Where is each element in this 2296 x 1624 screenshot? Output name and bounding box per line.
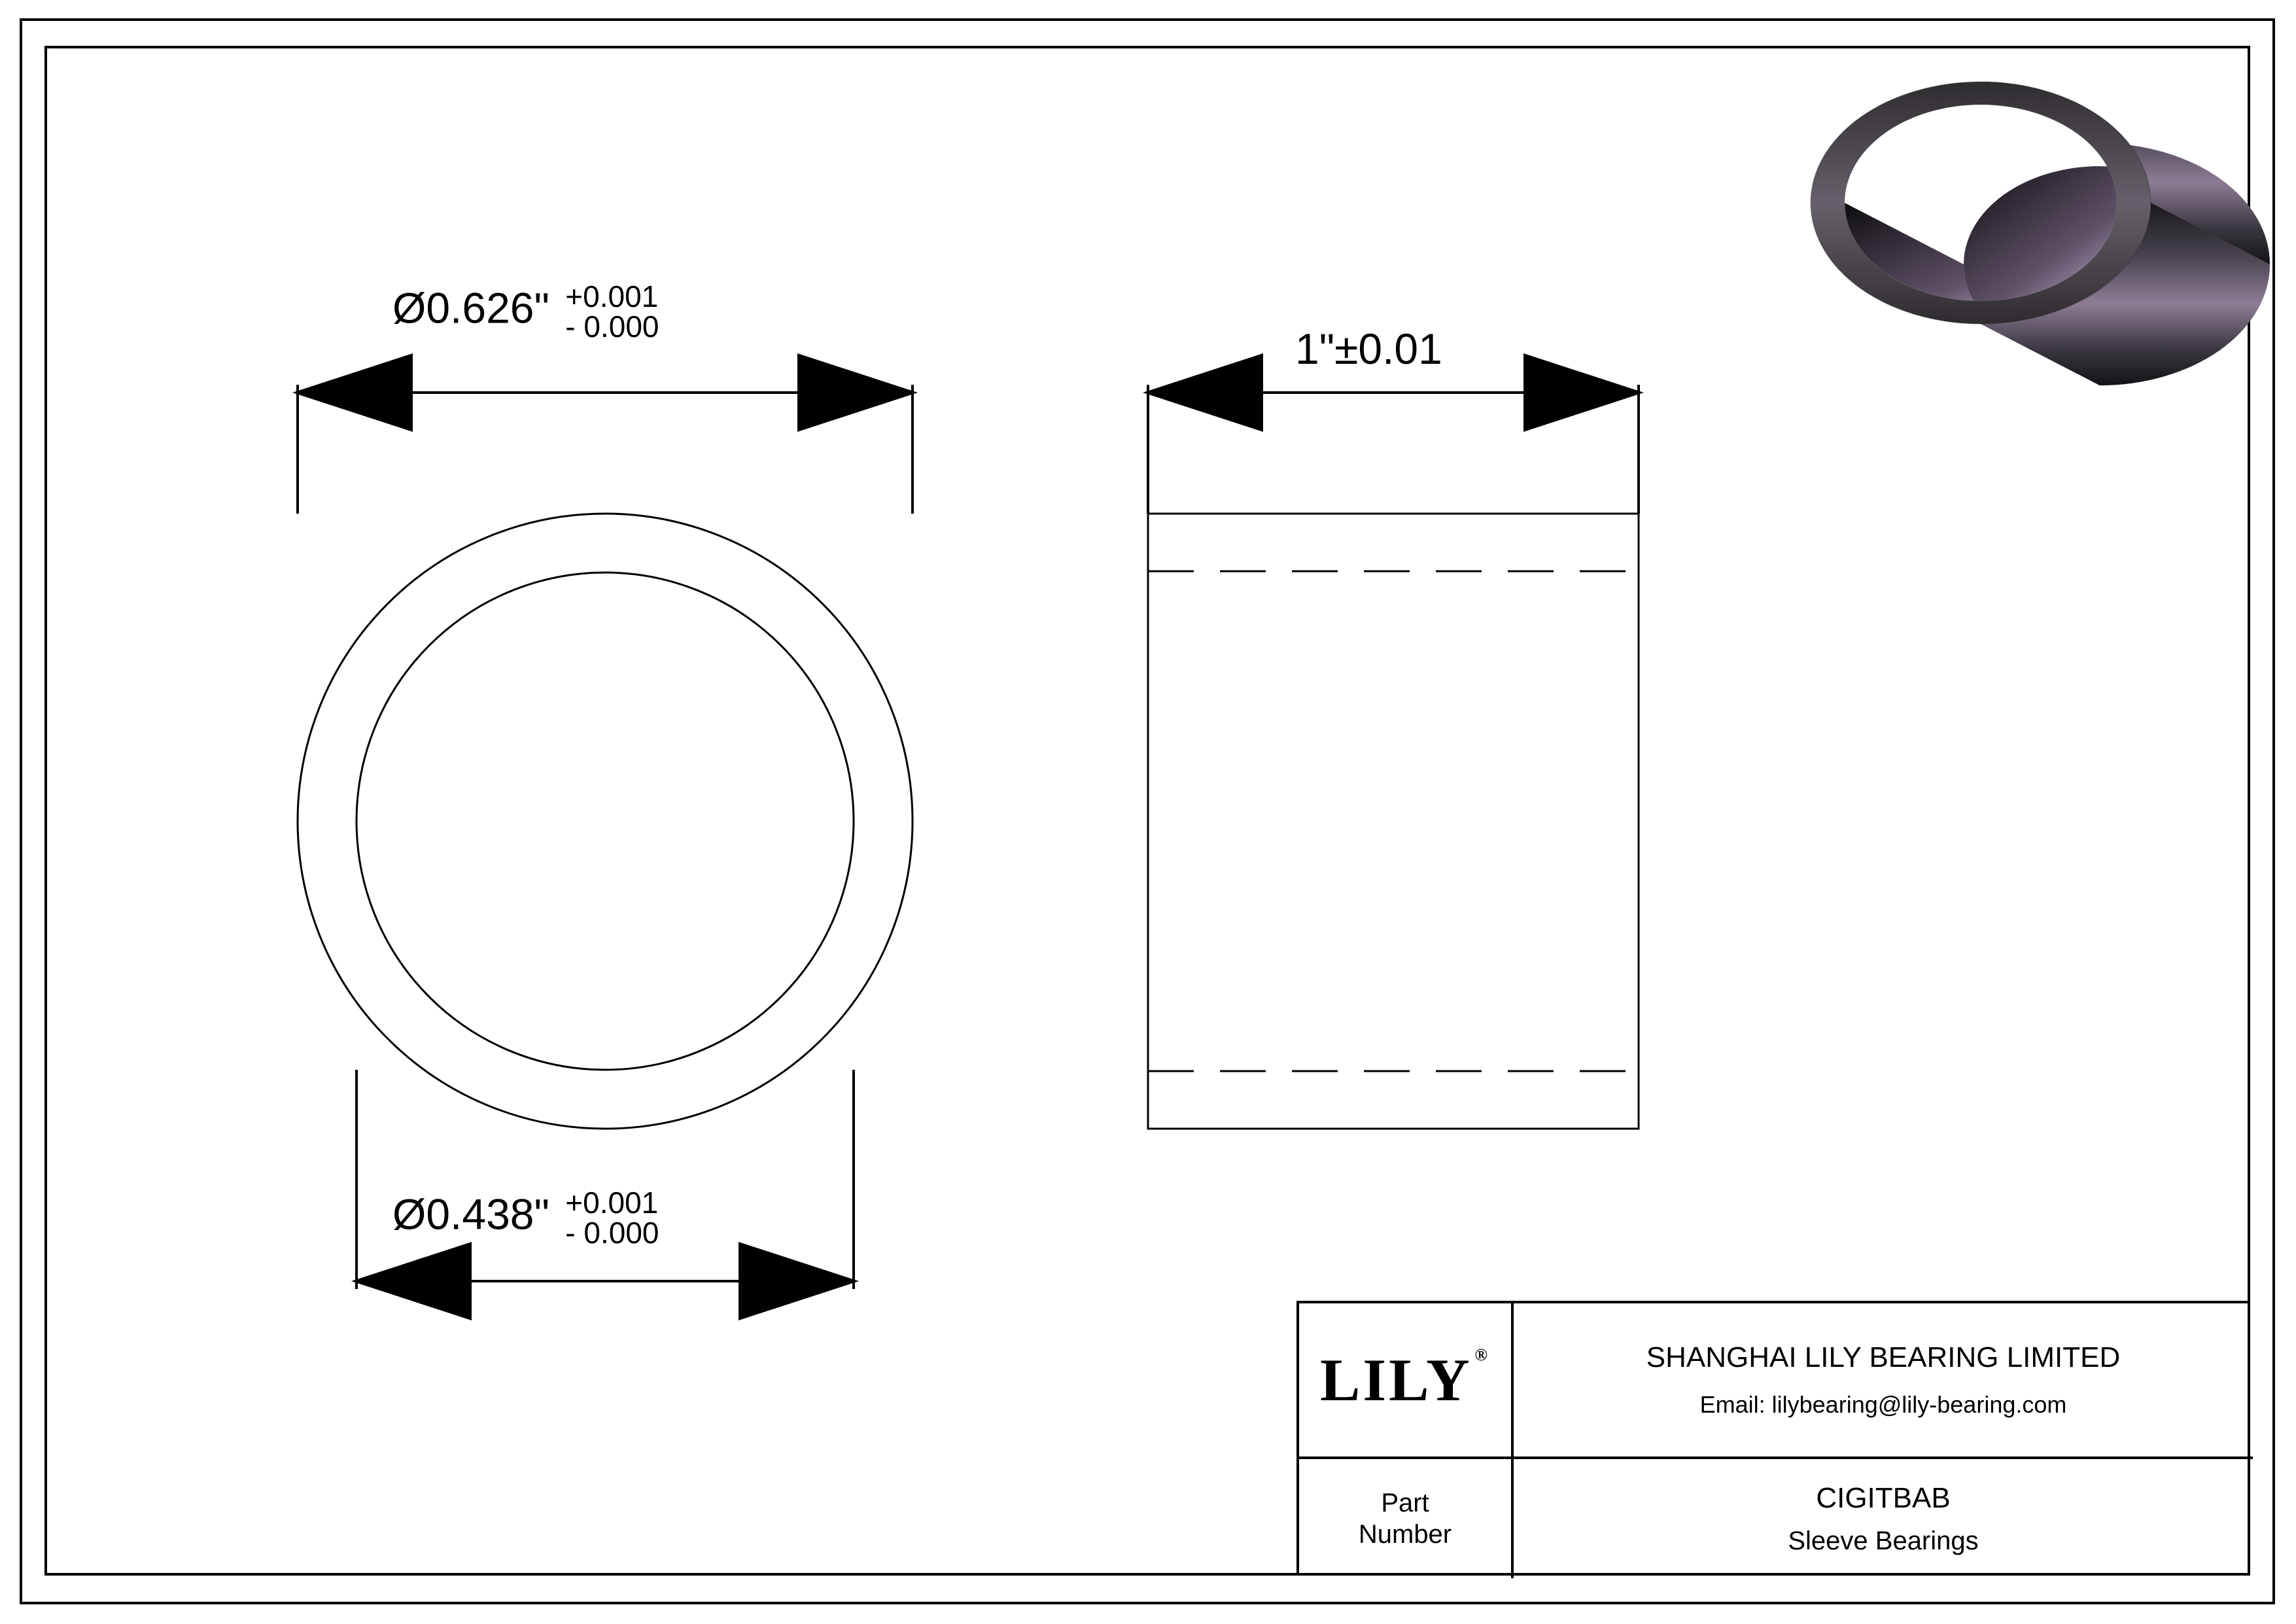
outer-dia-tol-upper: +0.001 [565, 281, 659, 311]
company-email: Email: lilybearing@lily-bearing.com [1700, 1391, 2067, 1419]
inner-dia-value: Ø0.438" [392, 1190, 549, 1238]
outer-dia-tol-lower: - 0.000 [565, 311, 659, 342]
part-description: Sleeve Bearings [1788, 1527, 1978, 1556]
title-block-partnum-value-cell: CIGITBAB Sleeve Bearings [1514, 1459, 2253, 1578]
company-name: SHANGHAI LILY BEARING LIMITED [1646, 1341, 2121, 1374]
inner-dia-tol-upper: +0.001 [565, 1188, 659, 1218]
dimension-length-label: 1"±0.01 [1295, 324, 1442, 374]
part-label-line2: Number [1359, 1519, 1452, 1550]
length-value: 1"±0.01 [1295, 325, 1442, 373]
isometric-render [1811, 82, 2270, 385]
part-label-line1: Part [1381, 1487, 1429, 1519]
logo-registered-mark: ® [1475, 1345, 1490, 1364]
part-number: CIGITBAB [1816, 1482, 1950, 1515]
inner-dia-tol-lower: - 0.000 [565, 1218, 659, 1248]
side-view-section [1148, 514, 1639, 1129]
title-block-partnum-label-cell: Part Number [1299, 1459, 1514, 1578]
dimension-length [1148, 385, 1639, 514]
front-view-ring [298, 514, 913, 1129]
title-block: LILY® SHANGHAI LILY BEARING LIMITED Emai… [1296, 1301, 2250, 1576]
logo-text: LILY [1320, 1347, 1472, 1413]
outer-dia-value: Ø0.626" [392, 283, 549, 332]
title-block-logo-cell: LILY® [1299, 1303, 1514, 1459]
title-block-company-cell: SHANGHAI LILY BEARING LIMITED Email: lil… [1514, 1303, 2253, 1459]
dimension-inner-dia-label: Ø0.438" +0.001 - 0.000 [392, 1188, 659, 1248]
dimension-outer-dia [298, 385, 913, 514]
dimension-outer-dia-label: Ø0.626" +0.001 - 0.000 [392, 281, 659, 342]
